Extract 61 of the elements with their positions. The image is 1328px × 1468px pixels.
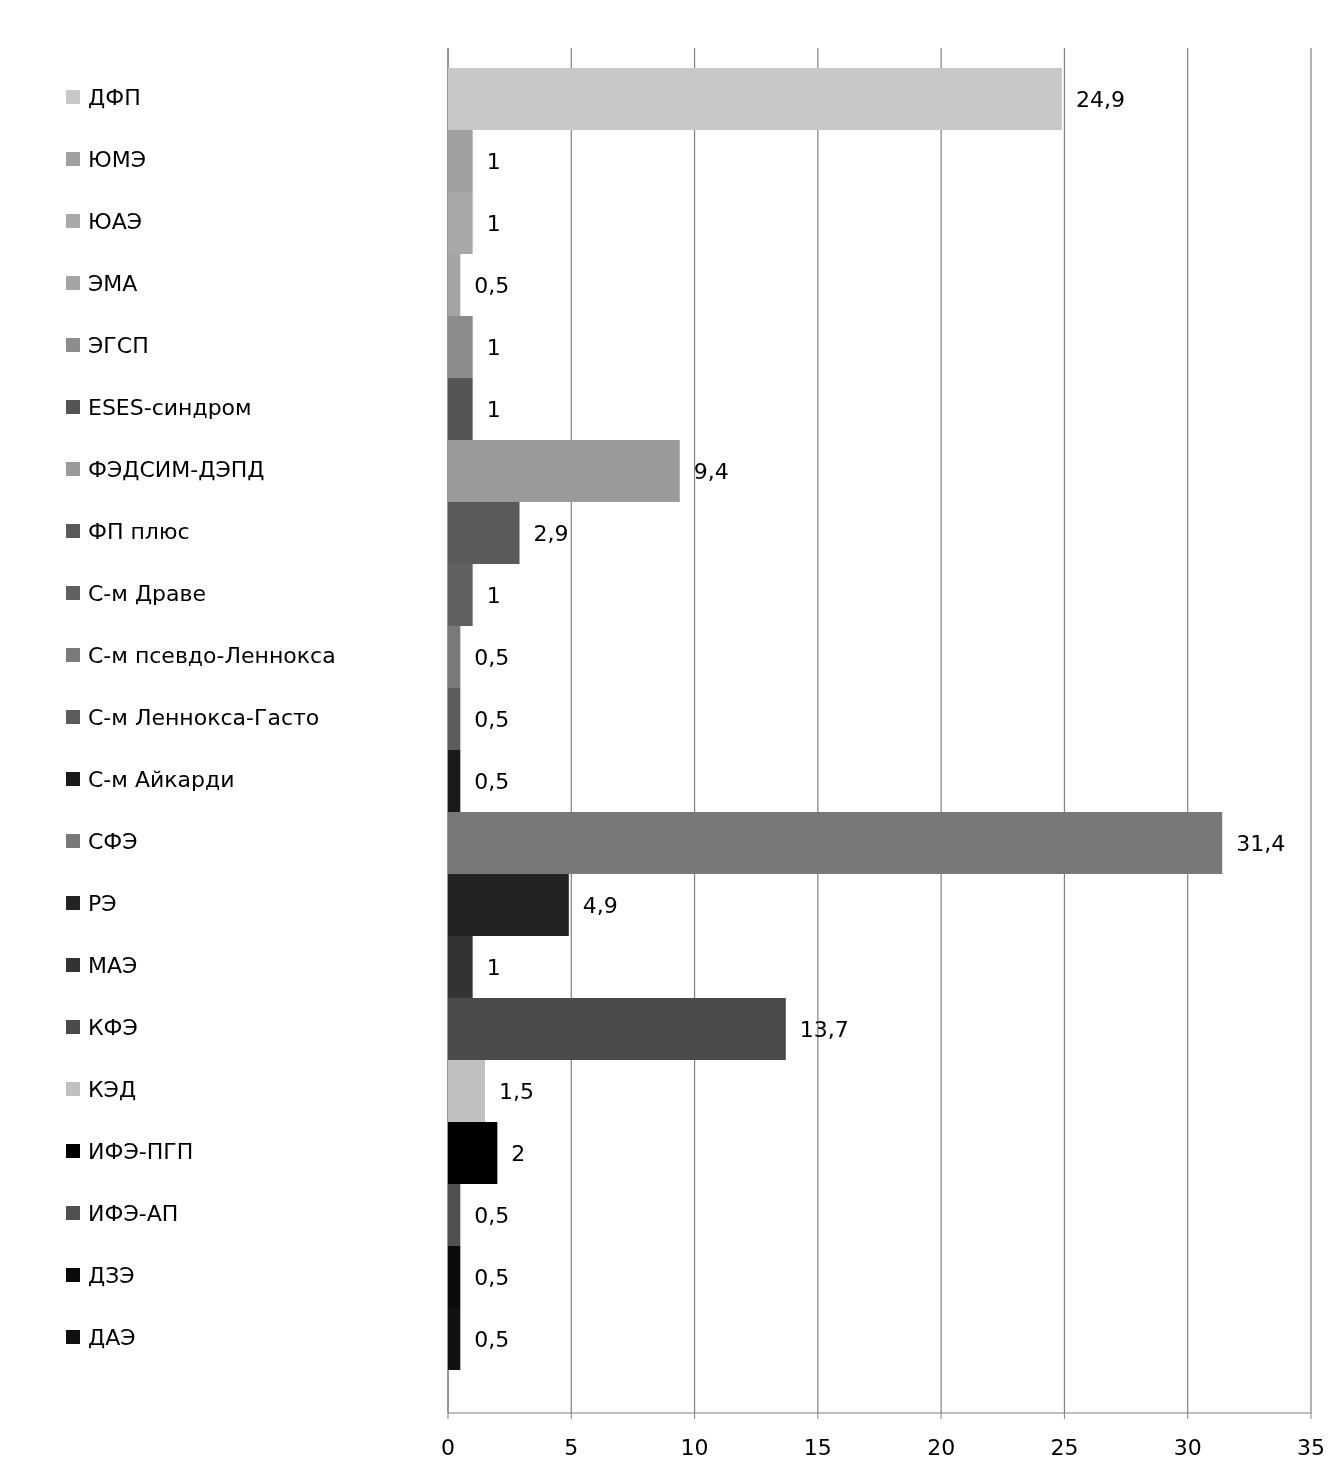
bar bbox=[448, 440, 680, 502]
data-label: 1 bbox=[486, 210, 501, 236]
x-tick-label: 25 bbox=[1050, 1435, 1079, 1460]
legend-label: С-м Айкарди bbox=[88, 766, 235, 792]
legend-label: ИФЭ-АП bbox=[88, 1200, 179, 1226]
x-tick-label: 5 bbox=[564, 1435, 579, 1460]
bar bbox=[448, 688, 461, 750]
legend-label: ДФП bbox=[88, 84, 141, 110]
data-label: 13,7 bbox=[799, 1016, 849, 1042]
x-tick-label: 0 bbox=[441, 1435, 455, 1460]
data-label: 2 bbox=[511, 1140, 526, 1166]
data-label: 1 bbox=[486, 954, 501, 980]
data-label: 0,5 bbox=[474, 768, 510, 794]
bar bbox=[448, 1184, 461, 1246]
data-label: 1 bbox=[486, 148, 501, 174]
legend-label: КФЭ bbox=[88, 1014, 138, 1040]
legend-label: МАЭ bbox=[88, 952, 138, 978]
legend-label: ESES-синдром bbox=[88, 394, 252, 420]
x-tick-label: 10 bbox=[680, 1435, 709, 1460]
legend-label: СФЭ bbox=[88, 828, 138, 854]
bar bbox=[448, 874, 569, 936]
legend-label: РЭ bbox=[88, 890, 117, 916]
legend-label: ЭГСП bbox=[88, 332, 149, 358]
legend-label: ДЗЭ bbox=[88, 1262, 135, 1288]
legend-label: ЮМЭ bbox=[88, 146, 147, 172]
bar bbox=[448, 1122, 498, 1184]
data-label: 0,5 bbox=[474, 1202, 510, 1228]
legend-label: С-м Драве bbox=[88, 580, 207, 606]
legend-label: КЭД bbox=[88, 1076, 137, 1102]
legend-label: ФП плюс bbox=[88, 518, 190, 544]
bar bbox=[448, 998, 786, 1060]
data-label: 2,9 bbox=[533, 520, 569, 546]
data-label: 1,5 bbox=[498, 1078, 534, 1104]
bar bbox=[448, 936, 473, 998]
x-tick-label: 15 bbox=[803, 1435, 832, 1460]
bar bbox=[448, 750, 461, 812]
legend-label: ДАЭ bbox=[88, 1324, 136, 1350]
legend-label: С-м Леннокса-Гасто bbox=[88, 704, 320, 730]
data-label: 1 bbox=[486, 334, 501, 360]
legend-label: С-м псевдо-Леннокса bbox=[88, 642, 336, 668]
bar bbox=[448, 1060, 485, 1122]
data-label: 0,5 bbox=[474, 1326, 510, 1352]
legend-label: ЭМА bbox=[88, 270, 138, 296]
legend-label: ЮАЭ bbox=[88, 208, 143, 234]
data-label: 0,5 bbox=[474, 1264, 510, 1290]
data-label: 9,4 bbox=[693, 458, 729, 484]
legend-label: ИФЭ-ПГП bbox=[88, 1138, 194, 1164]
bar bbox=[448, 68, 1062, 130]
data-label: 0,5 bbox=[474, 706, 510, 732]
x-tick-label: 20 bbox=[927, 1435, 956, 1460]
data-label: 31,4 bbox=[1236, 830, 1286, 856]
data-label: 4,9 bbox=[582, 892, 618, 918]
data-label: 0,5 bbox=[474, 644, 510, 670]
x-tick-label: 35 bbox=[1297, 1435, 1325, 1460]
data-label: 0,5 bbox=[474, 272, 510, 298]
data-label: 1 bbox=[486, 396, 501, 422]
data-label: 24,9 bbox=[1075, 86, 1125, 112]
bar bbox=[448, 378, 473, 440]
x-tick-label: 30 bbox=[1173, 1435, 1202, 1460]
legend-label: ФЭДСИМ-ДЭПД bbox=[88, 456, 265, 482]
data-label: 1 bbox=[486, 582, 501, 608]
